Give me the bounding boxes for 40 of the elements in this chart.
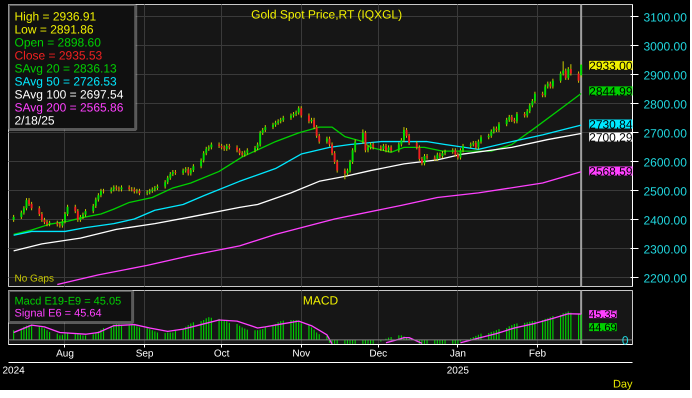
x-tick-label: Nov xyxy=(292,348,310,360)
annotation: High = 2936.91 xyxy=(14,10,97,24)
text: 2024 xyxy=(2,366,26,376)
annotation: No Gaps xyxy=(14,274,54,284)
text: SAvg 200 = 2565.86 xyxy=(14,100,124,114)
annotation: 2844.99 xyxy=(589,84,633,98)
text: SAvg 20 = 2836.13 xyxy=(14,62,118,76)
y-tick-label: 2200.00 xyxy=(644,271,688,286)
annotation: 2730.84 xyxy=(589,117,633,132)
text: SAvg 100 = 2697.54 xyxy=(14,88,124,102)
x-tick-label: Oct xyxy=(214,348,230,360)
x-axis-title: Day xyxy=(612,378,633,390)
annotation: 2568.59 xyxy=(589,164,633,178)
x-tick-label: Aug xyxy=(56,348,74,360)
y-tick-label: 2900.00 xyxy=(644,68,688,82)
y-tick-label: 2600.00 xyxy=(644,155,688,170)
y-tick-label: 3100.00 xyxy=(644,10,688,24)
x-tick-label: Feb xyxy=(528,348,547,360)
text: 2025 xyxy=(446,366,470,376)
chart-title: Gold Spot Price,RT (IQXGL) xyxy=(251,8,402,22)
annotation: 0 xyxy=(622,333,629,348)
x-tick-label: Jan xyxy=(450,348,466,360)
y-tick-label: 2700.00 xyxy=(644,126,688,140)
annotation: 2933.00 xyxy=(589,58,633,73)
y-tick-label: 2300.00 xyxy=(644,242,688,256)
y-tick-label: 2400.00 xyxy=(644,213,688,228)
y-tick-label: 2800.00 xyxy=(644,97,688,112)
series-label: Macd E19-E9 = 45.05 xyxy=(14,296,122,308)
series-label: Signal E6 = 45.64 xyxy=(14,308,102,320)
annotation: Open = 2898.60 xyxy=(14,36,102,50)
y-tick-label: 2500.00 xyxy=(644,184,688,198)
annotation: Low = 2891.86 xyxy=(14,22,94,36)
text: SAvg 50 = 2726.53 xyxy=(14,74,118,88)
chart-title: MACD xyxy=(302,294,338,308)
annotation: 2/18/25 xyxy=(14,114,55,128)
annotation: 2700.29 xyxy=(589,130,633,144)
annotation: Close = 2935.53 xyxy=(14,48,103,62)
x-tick-label: Sep xyxy=(136,348,154,360)
y-tick-label: 3000.00 xyxy=(644,39,688,54)
x-tick-label: Dec xyxy=(369,348,388,360)
